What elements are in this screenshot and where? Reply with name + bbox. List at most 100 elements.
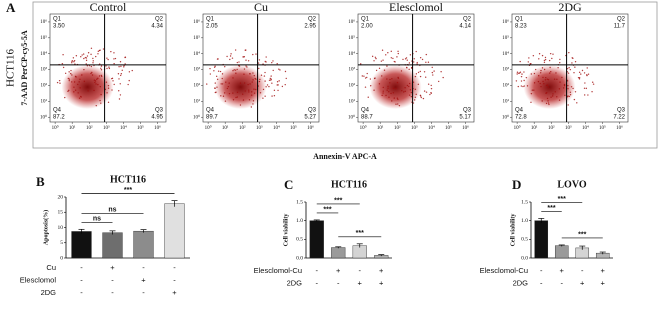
event-dot (431, 66, 433, 69)
event-dot (581, 69, 584, 72)
x-tick-label: 10³ (411, 125, 418, 131)
event-dot (413, 99, 416, 101)
event-dot (97, 50, 100, 53)
condition-name: 2DG (287, 278, 303, 287)
quadrant-name: Q4 (515, 108, 524, 114)
condition-sign: - (173, 263, 176, 272)
event-dot (587, 73, 590, 75)
event-dot (243, 68, 246, 70)
event-dot (221, 73, 224, 75)
event-dot (74, 89, 77, 91)
event-dot (416, 63, 418, 65)
event-dot (81, 74, 83, 76)
event-dot (90, 65, 93, 68)
event-dot (107, 87, 110, 89)
event-dot (386, 65, 388, 67)
event-dot (245, 59, 247, 61)
event-dot (520, 80, 523, 82)
event-dot (541, 54, 544, 57)
event-dot (249, 73, 251, 75)
event-dot (408, 94, 411, 96)
event-dot (262, 88, 265, 91)
event-dot (545, 102, 548, 105)
event-dot (100, 74, 103, 77)
event-dot (284, 83, 286, 86)
event-dot (80, 56, 82, 58)
event-dot (568, 67, 570, 69)
event-dot (86, 65, 89, 67)
event-dot (568, 51, 570, 54)
event-dot (62, 66, 65, 69)
event-dot (539, 72, 542, 74)
event-dot (574, 61, 577, 63)
panel-frame (32, 1, 658, 149)
event-dot (79, 78, 81, 80)
condition-sign: - (111, 288, 114, 297)
quadrant-value: 3.50 (53, 24, 65, 30)
event-dot (221, 77, 223, 80)
event-dot (92, 57, 94, 60)
event-dot (427, 83, 430, 85)
event-dot (541, 100, 543, 102)
x-tick-label: 10⁶ (616, 125, 623, 131)
condition-sign: - (111, 275, 114, 284)
event-dot (258, 80, 261, 83)
event-dot (591, 81, 594, 83)
event-dot (442, 76, 444, 79)
y-tick-label: 0.0 (521, 255, 528, 261)
event-dot (388, 96, 390, 98)
event-dot (361, 75, 364, 77)
x-tick-label: 10⁵ (137, 125, 144, 131)
event-dot (375, 69, 378, 72)
event-dot (243, 82, 246, 84)
event-dot (236, 96, 239, 98)
x-axis-label: Annexin-V APC-A (313, 152, 377, 161)
event-dot (232, 99, 235, 101)
event-dot (538, 53, 541, 55)
x-tick-label: 10¹ (69, 125, 76, 131)
event-dot (94, 81, 96, 84)
event-dot (81, 54, 83, 56)
event-dot (591, 91, 593, 93)
y-tick-label: 10¹ (349, 98, 356, 104)
y-tick-label: 1.5 (296, 199, 303, 205)
event-dot (549, 52, 552, 55)
event-dot (543, 61, 546, 64)
event-dot (120, 73, 123, 75)
event-dot (118, 78, 120, 80)
event-dot (106, 92, 108, 94)
y-tick-label: 10⁰ (193, 114, 200, 120)
y-tick-label: 0 (60, 255, 63, 261)
condition-name: 2DG (513, 278, 529, 287)
event-dot (229, 58, 231, 61)
event-dot (270, 78, 272, 80)
quadrant-name: Q4 (361, 108, 370, 114)
y-axis-label: Cell viability (283, 214, 289, 247)
bar (71, 231, 92, 259)
event-dot (83, 68, 85, 71)
event-dot (245, 49, 247, 51)
event-dot (390, 50, 392, 53)
event-dot (220, 95, 222, 97)
event-dot (390, 57, 393, 59)
event-dot (245, 65, 247, 67)
event-dot (548, 103, 550, 106)
event-dot (562, 87, 565, 89)
y-tick-label: 10⁴ (193, 51, 200, 57)
event-dot (415, 73, 418, 75)
event-dot (382, 59, 384, 61)
event-dot (363, 75, 365, 77)
event-dot (409, 89, 412, 91)
event-dot (85, 63, 87, 65)
condition-sign: + (601, 266, 606, 275)
event-dot (568, 95, 571, 98)
event-dot (546, 92, 548, 94)
event-dot (228, 92, 231, 95)
event-dot (517, 85, 520, 88)
condition-sign: + (141, 275, 146, 284)
x-tick-label: 10² (86, 125, 93, 131)
event-dot (526, 85, 529, 87)
event-dot (551, 57, 553, 60)
event-dot (249, 83, 251, 85)
bar (534, 220, 549, 259)
